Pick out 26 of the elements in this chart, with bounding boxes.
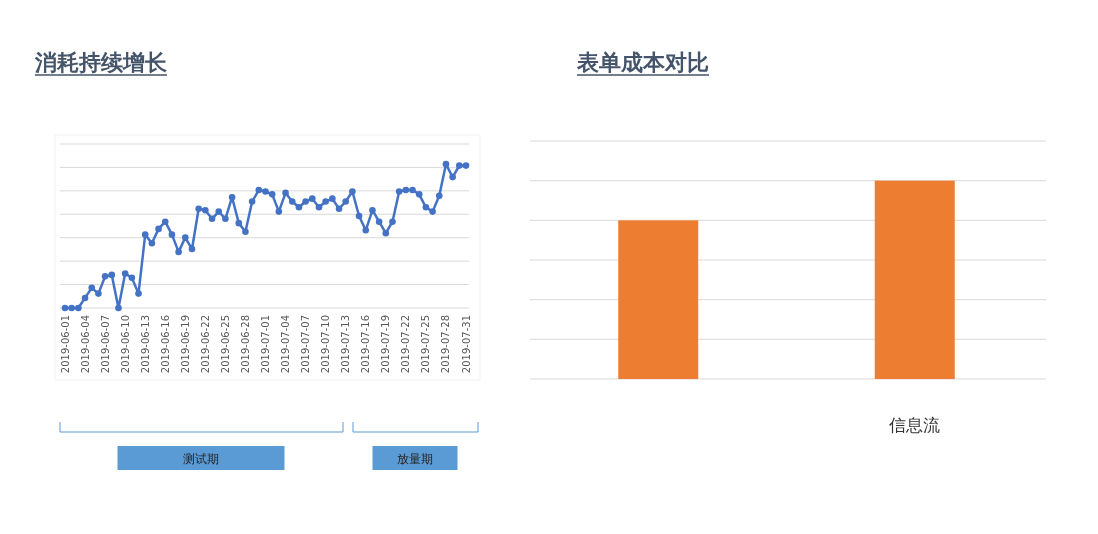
x-tick-label: 2019-07-07 [300, 315, 312, 374]
x-tick-label: 信息流 [889, 415, 941, 435]
x-tick-label: 2019-06-25 [219, 315, 231, 374]
x-tick-label: 2019-07-19 [380, 315, 392, 374]
x-tick-label: 2019-07-01 [260, 315, 271, 374]
text: 测试期 [183, 452, 219, 466]
x-tick-label: 2019-07-10 [320, 315, 332, 374]
x-tick-label: 2019-07-31 [460, 315, 472, 374]
x-tick-label: 2019-06-19 [179, 315, 191, 374]
chart-title: 消耗持续增长 [34, 50, 168, 75]
x-tick-label: 2019-07-04 [280, 315, 292, 374]
chart-title: 表单成本对比 [576, 50, 709, 75]
x-tick-label: 2019-06-28 [239, 315, 251, 374]
x-tick-label: 2019-07-25 [420, 315, 432, 374]
x-tick-label: 2019-06-07 [99, 315, 111, 374]
x-tick-label: 2019-07-16 [360, 315, 372, 374]
text: 放量期 [397, 452, 433, 466]
x-tick-label: 2019-06-13 [139, 315, 151, 374]
x-tick-label: 2019-06-16 [159, 315, 171, 374]
x-tick-label: 2019-07-13 [340, 315, 352, 374]
x-tick-label: 2019-06-04 [79, 315, 91, 374]
x-tick-label: 2019-06-22 [199, 315, 211, 374]
x-tick-label: 2019-06-01 [59, 315, 71, 374]
x-tick-label: 2019-07-28 [440, 315, 452, 374]
x-tick-label: 2019-07-22 [400, 315, 412, 374]
x-tick-label: 2019-06-10 [119, 315, 131, 374]
